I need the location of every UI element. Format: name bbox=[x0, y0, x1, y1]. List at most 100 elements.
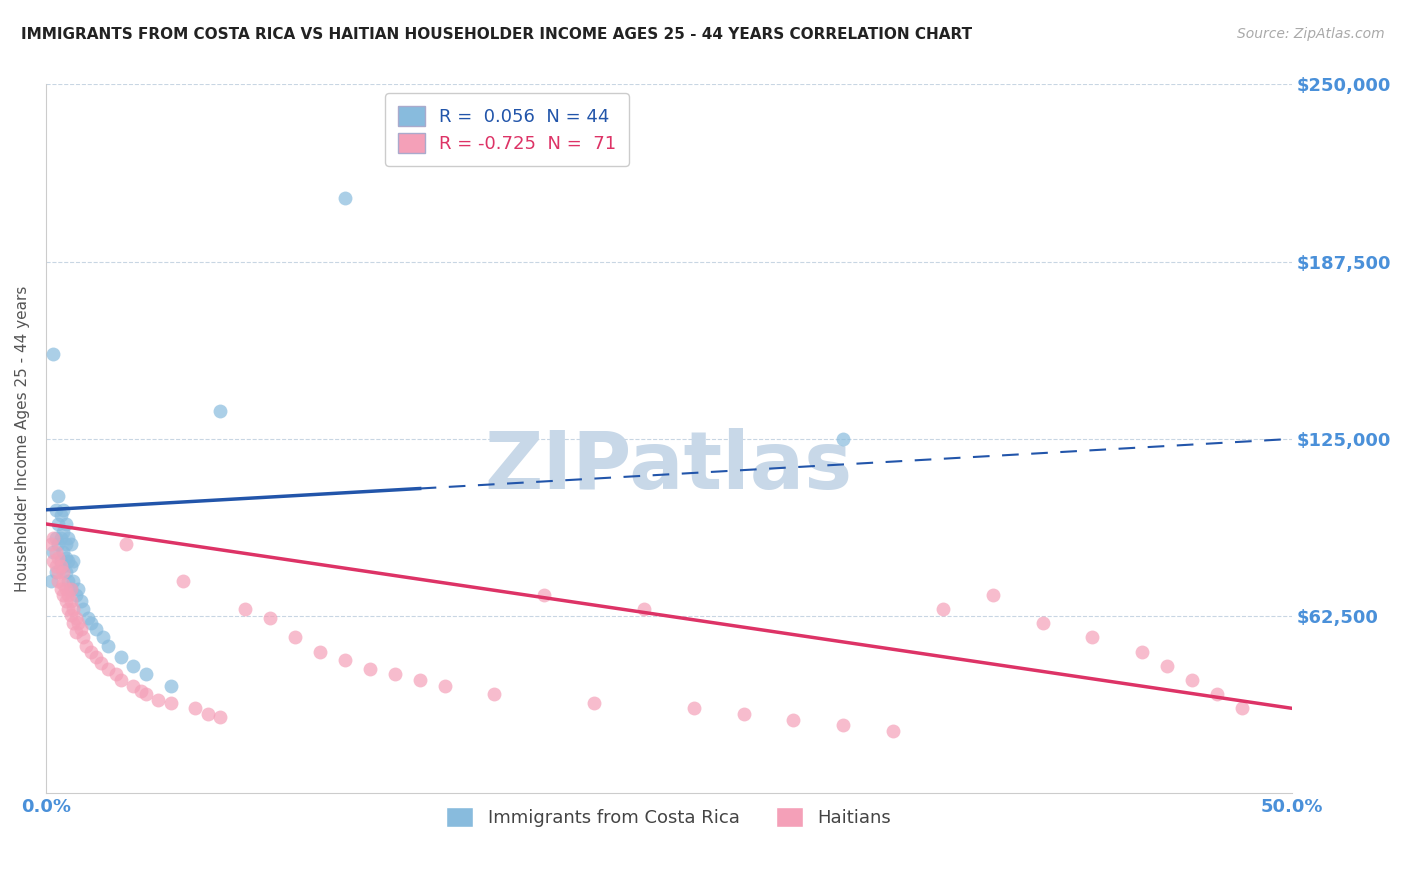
Point bbox=[77, 610, 100, 624]
Point bbox=[1230, 701, 1253, 715]
Point bbox=[65, 588, 87, 602]
Point bbox=[52, 565, 75, 579]
Point bbox=[209, 403, 232, 417]
Point bbox=[122, 658, 145, 673]
Point bbox=[58, 588, 80, 602]
Point bbox=[48, 537, 70, 551]
Point bbox=[62, 616, 84, 631]
Point bbox=[58, 574, 80, 588]
Point bbox=[42, 531, 65, 545]
Point bbox=[80, 644, 103, 658]
Point bbox=[159, 679, 181, 693]
Point bbox=[70, 593, 93, 607]
Point bbox=[45, 545, 67, 559]
Text: IMMIGRANTS FROM COSTA RICA VS HAITIAN HOUSEHOLDER INCOME AGES 25 - 44 YEARS CORR: IMMIGRANTS FROM COSTA RICA VS HAITIAN HO… bbox=[21, 27, 972, 42]
Point bbox=[39, 537, 62, 551]
Point bbox=[65, 610, 87, 624]
Point bbox=[129, 684, 152, 698]
Point bbox=[52, 545, 75, 559]
Point bbox=[284, 631, 307, 645]
Point bbox=[682, 701, 704, 715]
Point bbox=[52, 588, 75, 602]
Point bbox=[832, 718, 855, 732]
Point bbox=[90, 656, 112, 670]
Point bbox=[91, 631, 114, 645]
Point bbox=[259, 610, 281, 624]
Point bbox=[233, 602, 256, 616]
Point bbox=[59, 559, 82, 574]
Point bbox=[197, 706, 219, 721]
Point bbox=[42, 554, 65, 568]
Point bbox=[49, 559, 72, 574]
Point bbox=[72, 631, 94, 645]
Point bbox=[48, 574, 70, 588]
Point bbox=[932, 602, 955, 616]
Point bbox=[67, 616, 90, 631]
Point bbox=[49, 582, 72, 597]
Point bbox=[48, 551, 70, 566]
Point bbox=[97, 639, 120, 653]
Text: Source: ZipAtlas.com: Source: ZipAtlas.com bbox=[1237, 27, 1385, 41]
Point bbox=[55, 593, 77, 607]
Point bbox=[97, 662, 120, 676]
Point bbox=[633, 602, 655, 616]
Point bbox=[333, 653, 356, 667]
Point bbox=[52, 525, 75, 540]
Point bbox=[359, 662, 381, 676]
Point bbox=[52, 559, 75, 574]
Point bbox=[55, 551, 77, 566]
Point bbox=[832, 432, 855, 446]
Point bbox=[45, 531, 67, 545]
Point bbox=[84, 622, 107, 636]
Point bbox=[981, 588, 1004, 602]
Point bbox=[135, 687, 157, 701]
Point bbox=[62, 554, 84, 568]
Point bbox=[55, 516, 77, 531]
Point bbox=[1130, 644, 1153, 658]
Point bbox=[135, 667, 157, 681]
Point bbox=[67, 582, 90, 597]
Point bbox=[384, 667, 406, 681]
Point bbox=[52, 503, 75, 517]
Point bbox=[58, 531, 80, 545]
Text: ZIPatlas: ZIPatlas bbox=[485, 428, 853, 507]
Point bbox=[733, 706, 755, 721]
Point bbox=[48, 489, 70, 503]
Point bbox=[122, 679, 145, 693]
Point bbox=[408, 673, 430, 687]
Point bbox=[45, 559, 67, 574]
Point bbox=[59, 537, 82, 551]
Point bbox=[146, 692, 169, 706]
Point bbox=[84, 650, 107, 665]
Point bbox=[55, 565, 77, 579]
Point bbox=[80, 616, 103, 631]
Point bbox=[59, 582, 82, 597]
Point bbox=[62, 574, 84, 588]
Point bbox=[209, 710, 232, 724]
Y-axis label: Householder Income Ages 25 - 44 years: Householder Income Ages 25 - 44 years bbox=[15, 285, 30, 592]
Point bbox=[70, 622, 93, 636]
Point bbox=[55, 537, 77, 551]
Point bbox=[110, 650, 132, 665]
Legend: Immigrants from Costa Rica, Haitians: Immigrants from Costa Rica, Haitians bbox=[439, 799, 898, 834]
Point bbox=[1181, 673, 1204, 687]
Point bbox=[45, 565, 67, 579]
Point bbox=[159, 696, 181, 710]
Point bbox=[59, 607, 82, 622]
Point bbox=[49, 531, 72, 545]
Point bbox=[533, 588, 555, 602]
Point bbox=[52, 576, 75, 591]
Point bbox=[42, 347, 65, 361]
Point bbox=[1156, 658, 1178, 673]
Point bbox=[1206, 687, 1229, 701]
Point bbox=[184, 701, 207, 715]
Point bbox=[110, 673, 132, 687]
Point bbox=[433, 679, 456, 693]
Point bbox=[49, 508, 72, 523]
Point bbox=[55, 582, 77, 597]
Point bbox=[484, 687, 506, 701]
Point bbox=[42, 545, 65, 559]
Point bbox=[39, 574, 62, 588]
Point bbox=[882, 723, 904, 738]
Point bbox=[48, 565, 70, 579]
